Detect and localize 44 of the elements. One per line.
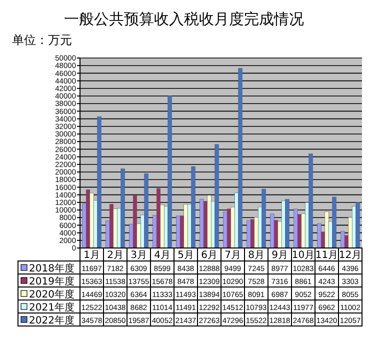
- legend-label: 2018年度: [29, 262, 74, 274]
- x-tick-label: 11月: [315, 250, 338, 261]
- bar: [324, 212, 329, 248]
- bar: [176, 216, 180, 248]
- legend-label: 2020年度: [29, 288, 74, 300]
- bar: [285, 199, 290, 248]
- x-tick-label: 2月: [107, 250, 124, 261]
- x-tick-label: 10月: [292, 250, 315, 261]
- bar: [214, 144, 219, 248]
- bar: [200, 198, 204, 248]
- bar: [317, 223, 322, 248]
- chart-title: 一般公共预算收入税收月度完成情况: [64, 10, 304, 28]
- x-tick-label: 9月: [272, 250, 288, 261]
- x-tick-label: 8月: [248, 250, 264, 261]
- x-tick-label: 5月: [178, 250, 194, 261]
- bar: [294, 208, 298, 248]
- bar: [340, 231, 345, 248]
- legend-label: 2022年度: [29, 314, 74, 326]
- x-tick-label: 4月: [154, 250, 170, 261]
- bar: [332, 196, 336, 248]
- legend-label: 2021年度: [29, 302, 74, 314]
- bar: [168, 96, 172, 248]
- bar: [144, 173, 148, 248]
- legend-label: 2019年度: [29, 276, 74, 288]
- bar: [246, 220, 251, 248]
- bar: [356, 202, 360, 248]
- bar: [308, 154, 313, 248]
- bar: [207, 195, 212, 248]
- bar: [132, 196, 138, 248]
- bar: [120, 168, 125, 248]
- bar: [97, 116, 102, 248]
- x-tick-label: 7月: [224, 250, 241, 261]
- bar: [238, 68, 242, 248]
- x-tick-label: 12月: [338, 250, 362, 261]
- x-tick-label: 6月: [201, 250, 218, 261]
- bar: [191, 166, 196, 248]
- bar: [262, 188, 266, 248]
- x-tick-label: 1月: [84, 250, 100, 261]
- bar: [223, 212, 228, 248]
- bar: [270, 214, 274, 248]
- text: 单位：万元: [12, 33, 72, 47]
- bar: [184, 204, 188, 248]
- bar: [90, 192, 94, 248]
- x-tick-label: 3月: [130, 250, 147, 261]
